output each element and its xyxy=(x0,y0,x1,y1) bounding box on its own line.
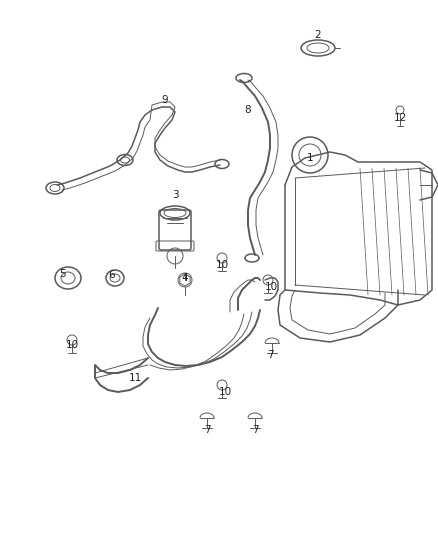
Text: 11: 11 xyxy=(128,373,141,383)
Text: 10: 10 xyxy=(265,282,278,292)
Text: 3: 3 xyxy=(172,190,178,200)
Text: 4: 4 xyxy=(182,273,188,283)
Text: 10: 10 xyxy=(219,387,232,397)
Text: 12: 12 xyxy=(393,113,406,123)
Text: 9: 9 xyxy=(162,95,168,105)
Text: 6: 6 xyxy=(109,270,115,280)
Text: 7: 7 xyxy=(204,425,210,435)
Text: 10: 10 xyxy=(65,340,78,350)
Text: 7: 7 xyxy=(252,425,258,435)
Text: 7: 7 xyxy=(267,350,273,360)
Text: 10: 10 xyxy=(215,260,229,270)
Text: 1: 1 xyxy=(307,153,313,163)
Text: 2: 2 xyxy=(314,30,321,40)
Text: 5: 5 xyxy=(59,269,65,279)
Text: 8: 8 xyxy=(245,105,251,115)
